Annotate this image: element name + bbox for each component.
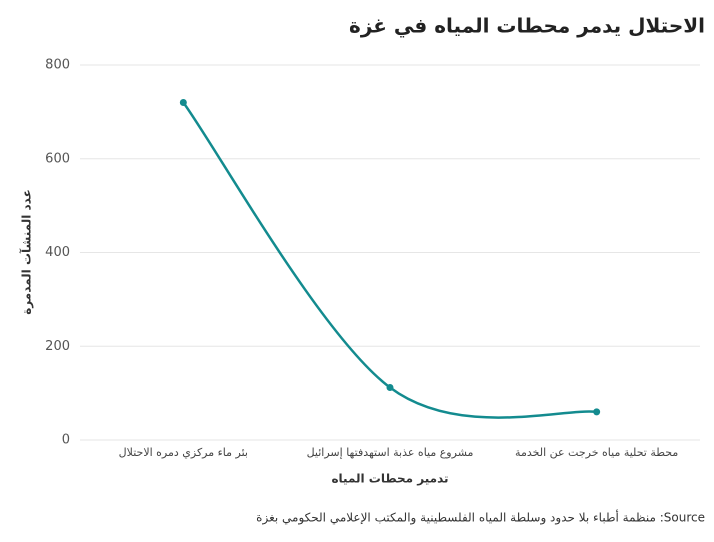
y-axis-label: عدد المنشآت المدمرة xyxy=(19,189,34,315)
y-tick-label: 800 xyxy=(45,58,70,73)
x-tick-label: بئر ماء مركزي دمره الاحتلال xyxy=(119,446,248,459)
point xyxy=(179,99,187,106)
source: Source: منظمة أطباء بلا حدود وسلطة الميا… xyxy=(256,510,705,526)
y-tick-label: 600 xyxy=(45,151,70,166)
point xyxy=(593,408,601,416)
x-axis-label: تدمير محطات المياه xyxy=(331,472,448,486)
chart-title: الاحتلال يدمر محطات المياه في غزة xyxy=(349,14,705,39)
line xyxy=(182,101,597,419)
x-tick-label: مشروع مياه عذبة استهدفتها إسرائيل xyxy=(307,446,474,459)
x-tick-label: محطة تحلية مياه خرجت عن الخدمة xyxy=(515,446,678,459)
y-tick-label: 200 xyxy=(45,339,70,354)
y-tick-label: 0 xyxy=(62,433,70,448)
point xyxy=(386,384,394,391)
y-tick-label: 400 xyxy=(45,245,70,260)
